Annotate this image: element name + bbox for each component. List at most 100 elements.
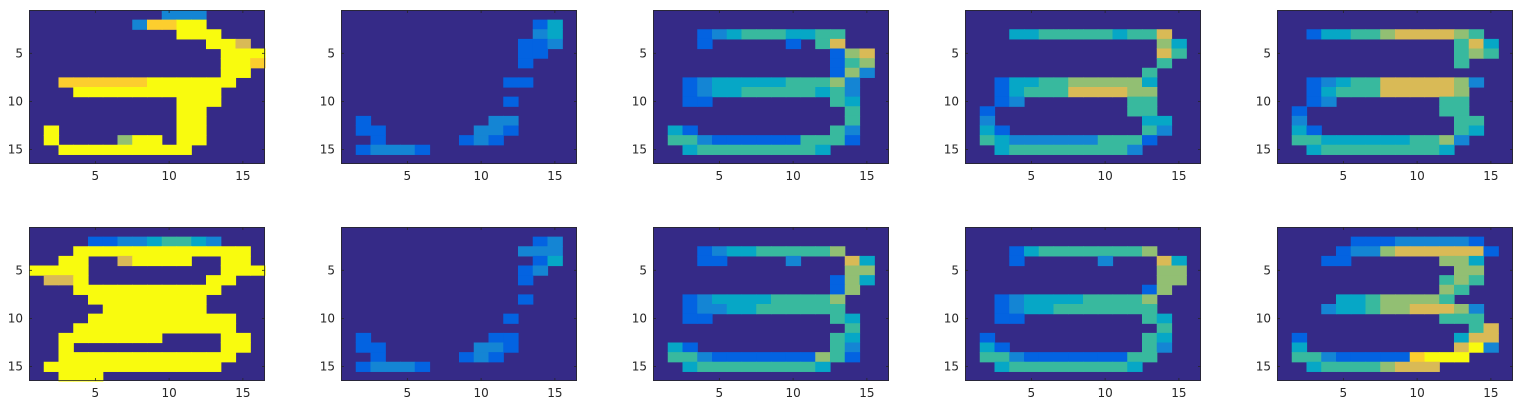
heatmap-cell: [1365, 144, 1381, 155]
heatmap-cell: [1454, 87, 1470, 98]
heatmap-cell: [994, 125, 1010, 136]
heatmap-cell: [726, 304, 743, 315]
heatmap-cell: [741, 246, 757, 257]
heatmap-cell: [161, 236, 178, 247]
heatmap-cell: [1068, 352, 1084, 363]
x-tick-label: 15: [1483, 386, 1498, 400]
heatmap-cell: [1454, 352, 1470, 363]
heatmap-cell: [220, 255, 237, 267]
heatmap-cell: [1291, 342, 1308, 353]
heatmap-cell: [503, 115, 519, 127]
heatmap-cell: [206, 246, 222, 257]
heatmap-cell: [1350, 246, 1367, 257]
heatmap-cell: [1083, 246, 1099, 257]
heatmap-cell: [88, 77, 104, 88]
x-tick-label: 5: [404, 169, 412, 183]
heatmap-cell: [1468, 313, 1485, 324]
heatmap-cell: [844, 135, 861, 146]
heatmap-cell: [830, 246, 846, 257]
heatmap-cell: [1068, 304, 1084, 315]
heatmap-cell: [785, 87, 802, 98]
heatmap-cell: [1127, 29, 1143, 40]
heatmap-cell: [682, 77, 698, 88]
heatmap-cell: [235, 38, 251, 50]
heatmap-cell: [1068, 135, 1084, 146]
heatmap-cell: [176, 246, 192, 257]
heatmap-cell: [1009, 144, 1025, 155]
heatmap-cell: [859, 48, 875, 59]
y-tick-label: 10: [8, 311, 23, 325]
heatmap-cell: [844, 96, 861, 107]
heatmap-cell: [1009, 352, 1025, 363]
heatmap-cell: [1097, 294, 1114, 305]
heatmap-cell: [102, 246, 119, 257]
heatmap-cell: [1156, 48, 1173, 59]
heatmap-cell: [73, 144, 89, 155]
x-tick-label: 15: [1171, 386, 1186, 400]
heatmap-cell: [1097, 77, 1114, 88]
y-tick-label: 15: [632, 360, 647, 374]
x-tick-label: 10: [473, 169, 488, 183]
heatmap-cell: [844, 48, 861, 59]
heatmap-cell: [712, 246, 728, 257]
heatmap-cell: [785, 144, 802, 155]
heatmap-cell: [370, 342, 386, 353]
heatmap-cell: [1395, 304, 1411, 315]
heatmap-cell: [1350, 304, 1367, 315]
heatmap-cell: [191, 19, 207, 30]
axes-frame: [1277, 227, 1513, 381]
heatmap-cell: [117, 255, 133, 267]
heatmap-cell: [147, 352, 163, 363]
heatmap-cell: [697, 87, 713, 98]
heatmap-cell: [1454, 48, 1470, 59]
heatmap-cell: [667, 125, 684, 136]
x-tick-label: 10: [473, 386, 488, 400]
heatmap-cell: [73, 332, 89, 344]
heatmap-cell: [117, 87, 133, 98]
heatmap-cell: [1053, 77, 1069, 88]
heatmap-cell: [1083, 77, 1099, 88]
heatmap-cell: [117, 352, 133, 363]
heatmap-cell: [206, 275, 222, 286]
heatmap-cell: [815, 294, 831, 305]
heatmap-cell: [1038, 304, 1055, 315]
heatmap-cell: [785, 352, 802, 363]
heatmap-panel-9: 5 10 15 5 10 15: [944, 227, 1201, 400]
heatmap-cell: [1083, 144, 1099, 155]
heatmap-cell: [1171, 38, 1187, 50]
heatmap-cell: [147, 246, 163, 257]
heatmap-cell: [682, 96, 698, 107]
y-tick-label: 10: [632, 94, 647, 108]
heatmap-cell: [1350, 29, 1367, 40]
heatmap-cell: [547, 19, 563, 30]
heatmap-cell: [741, 135, 757, 146]
heatmap-cell: [206, 29, 222, 40]
y-tick-label: 15: [8, 360, 23, 374]
heatmap-cell: [785, 304, 802, 315]
heatmap-cell: [161, 246, 178, 257]
heatmap-cell: [355, 361, 372, 372]
heatmap-cell: [1468, 275, 1485, 286]
heatmap-cell: [147, 87, 163, 98]
heatmap-cell: [488, 125, 504, 136]
y-tick-label: 5: [639, 46, 647, 60]
heatmap-cell: [800, 135, 816, 146]
heatmap-cell: [830, 58, 846, 69]
heatmap-cell: [697, 144, 713, 155]
heatmap-cell: [88, 332, 104, 344]
heatmap-cell: [400, 144, 416, 155]
heatmap-cell: [1454, 77, 1470, 88]
x-tick-label: 5: [1340, 386, 1348, 400]
heatmap-cell: [532, 236, 549, 247]
x-tick-label: 10: [1409, 169, 1424, 183]
heatmap-cell: [147, 144, 163, 155]
heatmap-cell: [771, 135, 787, 146]
heatmap-cell: [102, 236, 119, 247]
heatmap-cell: [370, 361, 386, 372]
x-tick-label: 10: [1097, 386, 1112, 400]
heatmap-cell: [1321, 135, 1337, 146]
heatmap-cell: [1439, 304, 1455, 315]
heatmap-cell: [88, 87, 104, 98]
x-tick-label: 5: [404, 386, 412, 400]
heatmap-cell: [547, 236, 563, 247]
